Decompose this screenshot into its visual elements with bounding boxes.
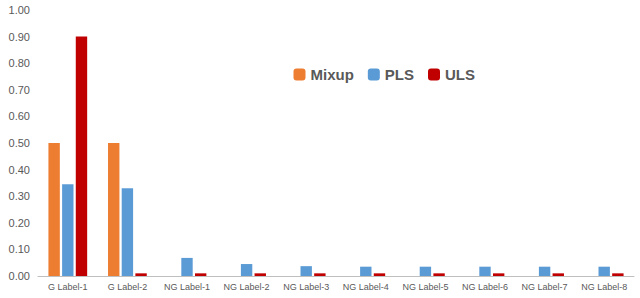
svg-text:Mixup: Mixup <box>310 66 353 83</box>
svg-text:NG Label-2: NG Label-2 <box>224 282 270 292</box>
svg-text:0.90: 0.90 <box>9 31 30 43</box>
svg-text:PLS: PLS <box>385 66 414 83</box>
svg-text:0.30: 0.30 <box>9 190 30 202</box>
svg-text:NG Label-1: NG Label-1 <box>164 282 210 292</box>
svg-text:NG Label-3: NG Label-3 <box>283 282 329 292</box>
svg-text:0.00: 0.00 <box>9 270 30 282</box>
svg-text:NG Label-4: NG Label-4 <box>343 282 389 292</box>
svg-text:NG Label-8: NG Label-8 <box>581 282 627 292</box>
svg-text:0.40: 0.40 <box>9 164 30 176</box>
svg-text:0.80: 0.80 <box>9 57 30 69</box>
svg-text:G Label-2: G Label-2 <box>108 282 148 292</box>
svg-text:ULS: ULS <box>445 66 475 83</box>
svg-text:NG Label-5: NG Label-5 <box>402 282 448 292</box>
svg-text:G Label-1: G Label-1 <box>48 282 88 292</box>
svg-text:1.00: 1.00 <box>9 4 30 16</box>
svg-text:NG Label-6: NG Label-6 <box>462 282 508 292</box>
svg-text:0.70: 0.70 <box>9 84 30 96</box>
svg-text:0.20: 0.20 <box>9 217 30 229</box>
svg-text:0.60: 0.60 <box>9 110 30 122</box>
svg-text:0.10: 0.10 <box>9 243 30 255</box>
svg-text:NG Label-7: NG Label-7 <box>522 282 568 292</box>
svg-text:0.50: 0.50 <box>9 137 30 149</box>
